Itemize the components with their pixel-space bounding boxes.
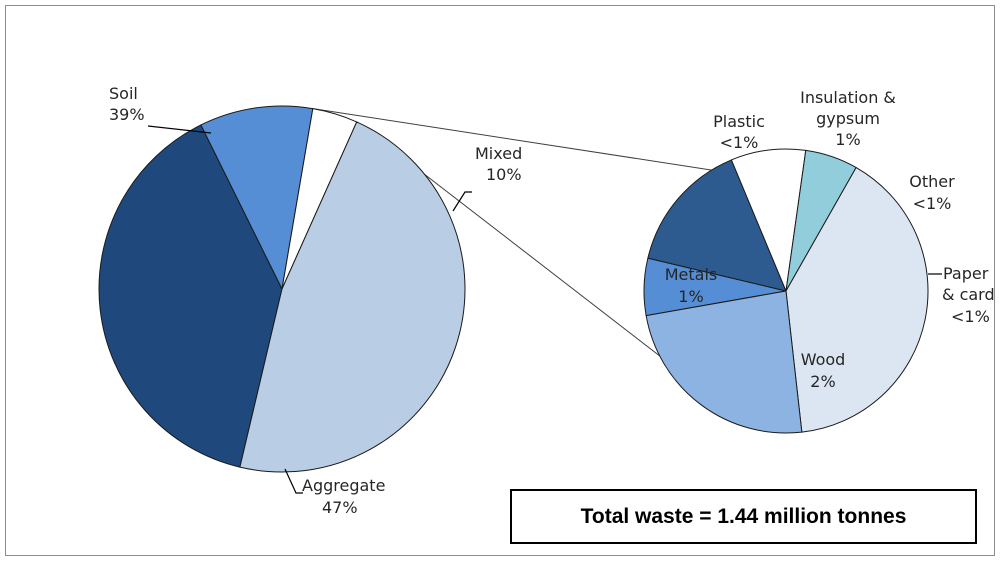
slice-metals	[645, 290, 803, 434]
slice-soil	[98, 124, 283, 468]
value-label-plastic: <1%	[720, 133, 759, 152]
label-soil: Soil	[109, 84, 138, 103]
leader-soil	[147, 125, 212, 134]
breakout-pie	[643, 148, 929, 434]
label-other: Other	[909, 172, 955, 191]
label-insulation-gypsum: Insulation &	[800, 88, 896, 107]
pie-of-pie-chart: Soil 39% Mixed 10% Aggregate 47% Plastic <1% Ins…	[98, 84, 994, 517]
value-label-other: <1%	[913, 194, 952, 213]
leader-lines	[147, 125, 942, 494]
value-label-insulation-gypsum: 1%	[835, 130, 860, 149]
value-label-metals: 1%	[678, 287, 703, 306]
label-aggregate: Aggregate	[302, 476, 385, 495]
label-insulation-gypsum: gypsum	[816, 109, 880, 128]
label-metals: Metals	[665, 265, 718, 284]
label-wood: Wood	[801, 350, 846, 369]
label-mixed: Mixed	[475, 144, 522, 163]
label-paper-card: & card	[942, 285, 994, 304]
chart-frame: Soil 39% Mixed 10% Aggregate 47% Plastic <1% Ins…	[5, 5, 995, 556]
slice-mixed	[200, 105, 314, 291]
slice-insulation-gypsum	[647, 159, 787, 292]
value-label-wood: 2%	[810, 372, 835, 391]
total-waste-annotation: Total waste = 1.44 million tonnes	[510, 489, 977, 544]
total-waste-text: Total waste = 1.44 million tonnes	[580, 504, 907, 528]
value-label-paper-card: <1%	[951, 307, 990, 326]
value-label-mixed: 10%	[486, 165, 522, 184]
slice-wood	[785, 166, 929, 433]
value-label-soil: 39%	[109, 105, 145, 124]
leader-mixed	[452, 191, 472, 212]
connector-line-top	[312, 108, 725, 173]
label-paper-card: Paper	[943, 264, 989, 283]
slice-aggregate	[239, 121, 466, 473]
value-label-aggregate: 47%	[322, 498, 358, 517]
leader-aggregate	[284, 468, 303, 494]
label-plastic: Plastic	[713, 112, 765, 131]
main-pie	[98, 105, 466, 473]
slice-labels: Soil 39% Mixed 10% Aggregate 47% Plastic <1% Ins…	[109, 84, 994, 517]
